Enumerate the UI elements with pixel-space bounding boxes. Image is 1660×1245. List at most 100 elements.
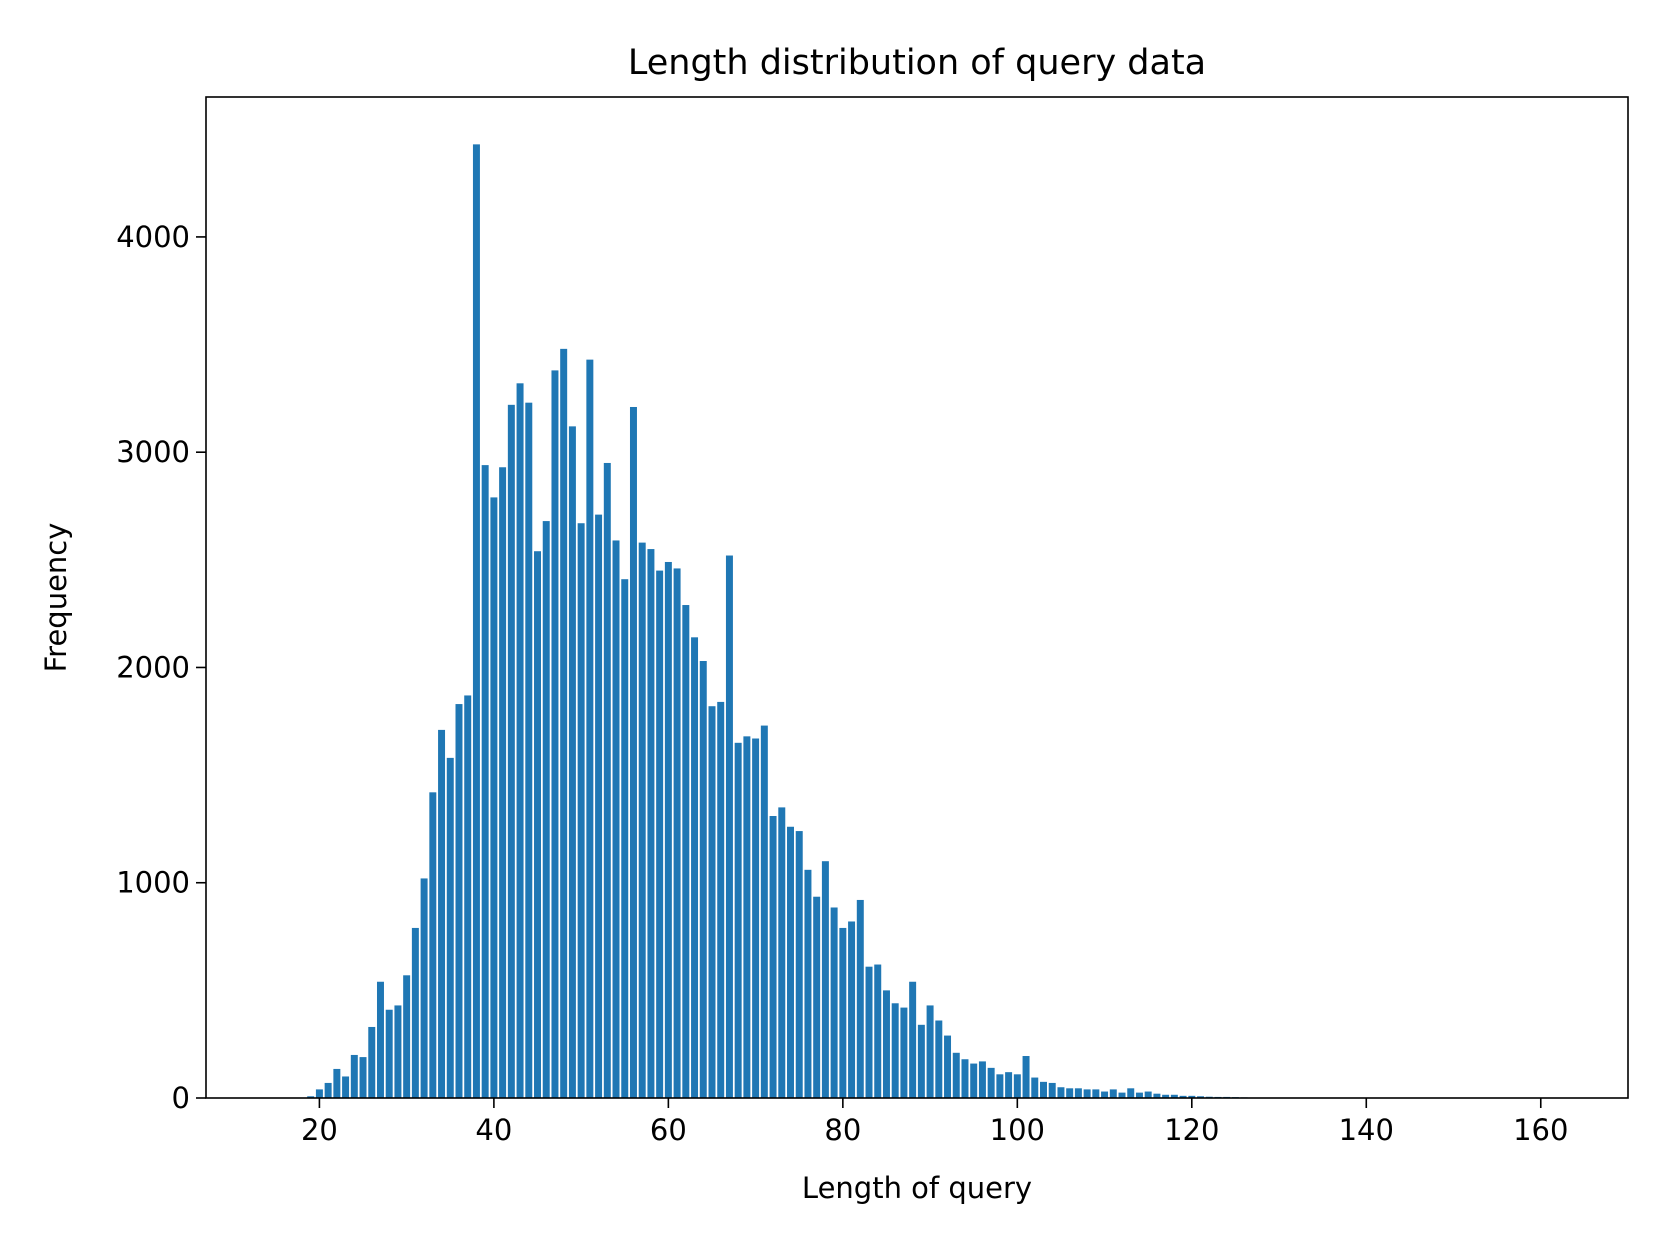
y-ticks: 0 1000 2000 3000 4000	[116, 220, 206, 1115]
bar-length-28	[385, 1009, 393, 1098]
x-tick-label-140: 140	[1339, 1113, 1394, 1147]
bar-length-92	[944, 1035, 952, 1098]
bar-length-104	[1048, 1082, 1056, 1098]
bar-length-91	[935, 1020, 943, 1098]
bar-length-29	[394, 1005, 402, 1098]
bar-length-68	[734, 742, 742, 1098]
bar-length-50	[577, 523, 585, 1098]
x-tick-label-160: 160	[1513, 1113, 1568, 1147]
bar-length-21	[324, 1082, 332, 1098]
bar-length-27	[376, 981, 384, 1098]
bar-length-45	[534, 551, 541, 1098]
bar-length-54	[612, 540, 620, 1098]
bar-length-73	[778, 807, 786, 1098]
bar-length-75	[795, 831, 803, 1098]
bar-length-60	[664, 561, 672, 1098]
y-tick-label-0: 0	[172, 1081, 190, 1115]
bar-length-22	[333, 1068, 341, 1098]
bar-length-40	[490, 497, 498, 1098]
bar-length-86	[891, 1003, 899, 1098]
bar-length-38	[472, 144, 480, 1099]
bar-length-58	[647, 549, 655, 1098]
bar-length-42	[507, 404, 515, 1099]
bar-length-83	[865, 966, 873, 1098]
bar-length-111	[1109, 1089, 1117, 1098]
x-axis-label: Length of query	[802, 1171, 1032, 1205]
bar-length-115	[1144, 1091, 1152, 1098]
y-tick-label-2000: 2000	[116, 650, 190, 684]
bar-length-84	[874, 964, 882, 1098]
bar-length-51	[586, 359, 594, 1098]
bar-length-26	[368, 1026, 376, 1098]
bar-length-63	[691, 637, 699, 1098]
bar-length-30	[403, 975, 411, 1098]
bar-length-74	[787, 826, 794, 1098]
bar-length-114	[1135, 1092, 1143, 1098]
bar-length-65	[708, 706, 716, 1098]
bar-length-20	[315, 1089, 323, 1098]
bar-length-82	[856, 899, 864, 1098]
bar-length-107	[1074, 1088, 1082, 1098]
bar-length-59	[656, 570, 664, 1098]
bar-length-34	[438, 729, 446, 1098]
x-tick-label-20: 20	[301, 1113, 338, 1147]
bar-length-99	[1005, 1072, 1013, 1098]
bar-length-79	[830, 907, 838, 1098]
bar-length-77	[813, 896, 821, 1098]
bar-length-64	[699, 661, 707, 1098]
bar-length-55	[621, 579, 629, 1098]
y-axis-label: Frequency	[39, 523, 73, 673]
bar-length-116	[1153, 1093, 1161, 1098]
bar-length-110	[1101, 1091, 1109, 1098]
x-tick-label-40: 40	[475, 1113, 512, 1147]
bar-length-56	[629, 406, 637, 1098]
bar-length-112	[1118, 1092, 1126, 1098]
bar-length-61	[673, 568, 681, 1098]
plot-frame	[205, 96, 1629, 1099]
bar-length-120	[1188, 1095, 1196, 1098]
bar-length-52	[595, 514, 603, 1098]
bar-length-31	[411, 927, 419, 1098]
bar-length-87	[900, 1007, 908, 1098]
bar-length-76	[804, 869, 812, 1098]
y-tick-label-3000: 3000	[116, 435, 190, 469]
bar-length-39	[481, 465, 489, 1098]
bar-length-103	[1040, 1081, 1047, 1098]
bar-length-113	[1127, 1088, 1135, 1098]
bar-length-95	[970, 1063, 978, 1098]
y-tick-label-4000: 4000	[116, 220, 190, 254]
bar-length-35	[446, 757, 454, 1098]
bar-length-48	[560, 348, 568, 1098]
bar-length-41	[499, 467, 507, 1098]
bar-length-81	[848, 921, 856, 1098]
bar-length-66	[717, 701, 725, 1098]
bar-length-19	[307, 1096, 315, 1098]
bar-length-105	[1057, 1087, 1065, 1098]
bar-length-25	[359, 1057, 367, 1098]
bar-length-67	[725, 555, 733, 1098]
bar-length-62	[682, 605, 690, 1098]
bar-length-37	[464, 695, 472, 1098]
bar-length-94	[961, 1059, 969, 1098]
bar-length-47	[551, 370, 559, 1098]
bar-length-100	[1013, 1074, 1021, 1098]
bar-length-23	[342, 1076, 350, 1098]
bar-length-72	[769, 816, 777, 1098]
bar-length-106	[1066, 1088, 1074, 1098]
bar-length-102	[1031, 1077, 1039, 1098]
bar-length-101	[1022, 1056, 1030, 1098]
bar-length-32	[420, 878, 428, 1098]
bar-length-109	[1092, 1089, 1100, 1098]
bar-length-119	[1179, 1095, 1187, 1098]
bar-length-88	[909, 981, 917, 1098]
x-tick-label-60: 60	[650, 1113, 687, 1147]
x-tick-label-120: 120	[1164, 1113, 1219, 1147]
bar-length-69	[743, 736, 751, 1098]
chart-title: Length distribution of query data	[628, 43, 1206, 83]
bar-length-118	[1170, 1094, 1178, 1098]
bar-length-80	[839, 927, 847, 1098]
bar-length-97	[987, 1067, 995, 1098]
bar-length-93	[952, 1052, 960, 1098]
